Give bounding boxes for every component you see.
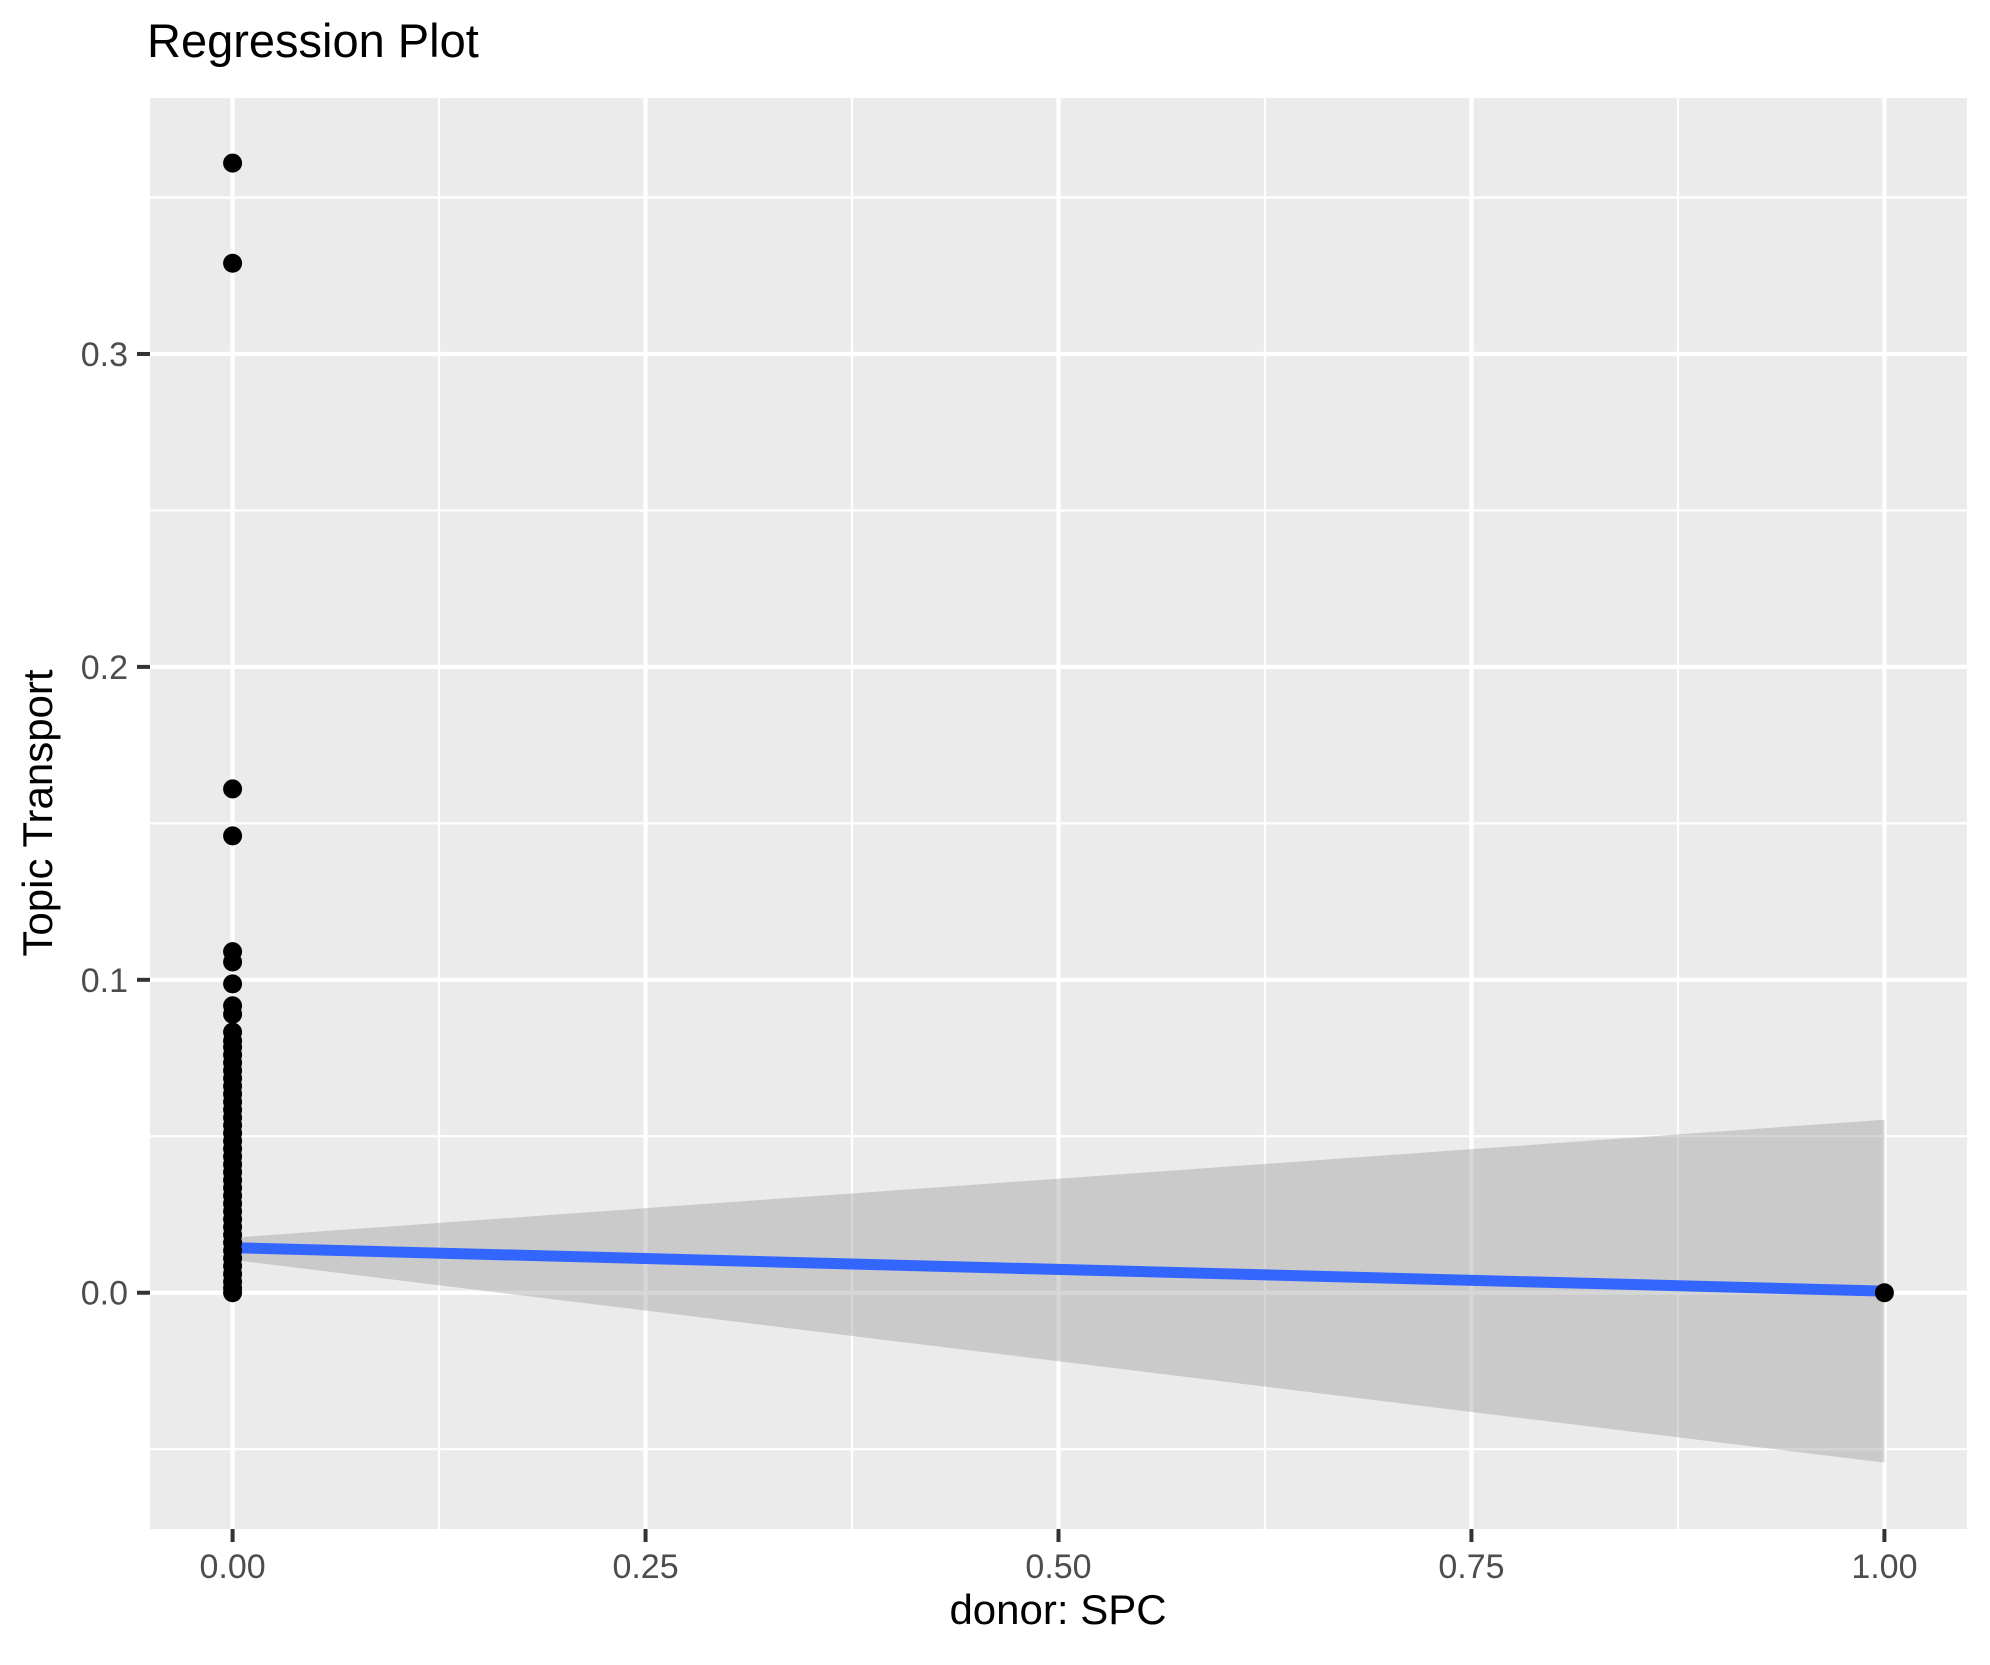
data-point: [223, 253, 243, 273]
x-tick-label: 1.00: [1851, 1548, 1917, 1586]
chart-title: Regression Plot: [147, 14, 479, 67]
data-point: [223, 1283, 243, 1303]
confidence-band: [232, 1119, 1885, 1463]
x-tick-label: 0.50: [1025, 1548, 1091, 1586]
x-tick-label: 0.75: [1438, 1548, 1504, 1586]
data-point: [1874, 1283, 1894, 1303]
regression-line: [232, 1242, 1885, 1297]
x-axis-title: donor: SPC: [949, 1586, 1166, 1633]
data-point: [223, 1004, 243, 1024]
y-tick-label: 0.3: [81, 336, 128, 374]
axis-tick-marks: [137, 351, 1887, 1542]
y-tick-label: 0.2: [81, 649, 128, 687]
data-point: [223, 779, 243, 799]
confidence-band-area: [232, 1119, 1885, 1463]
axis-tick-labels: 0.00 0.25 0.50 0.75 1.00 0.0 0.1 0.2 0.3: [81, 336, 1918, 1586]
regression-line-segment: [232, 1242, 1885, 1297]
data-point: [223, 153, 243, 173]
scatter-points: [223, 153, 1894, 1303]
data-point: [223, 974, 243, 994]
y-tick-label: 0.0: [81, 1275, 128, 1313]
y-tick-label: 0.1: [81, 962, 128, 1000]
y-axis-title: Topic Transport: [14, 669, 61, 956]
x-tick-label: 0.00: [199, 1548, 265, 1586]
data-point: [223, 826, 243, 846]
data-point: [223, 952, 243, 972]
x-tick-label: 0.25: [612, 1548, 678, 1586]
